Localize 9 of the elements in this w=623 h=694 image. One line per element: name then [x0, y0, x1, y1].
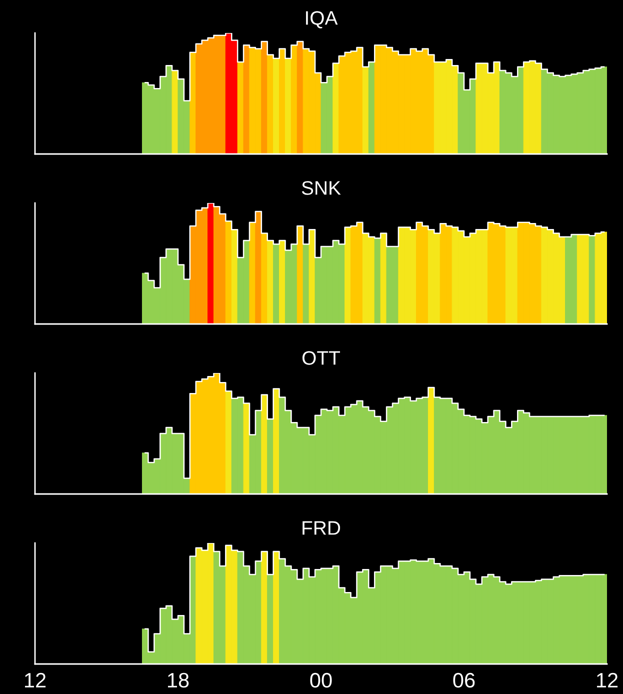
chart-title: FRD: [302, 521, 340, 535]
x-tick-label: 12: [597, 672, 618, 688]
chart-title: OTT: [302, 351, 340, 365]
x-tick-label: 18: [168, 672, 189, 688]
x-tick-label: 00: [310, 672, 332, 688]
x-tick-label: 12: [25, 672, 46, 688]
chart-title: IQA: [306, 11, 338, 28]
x-tick-label: 06: [453, 672, 475, 688]
chart-title: SNK: [302, 181, 341, 195]
